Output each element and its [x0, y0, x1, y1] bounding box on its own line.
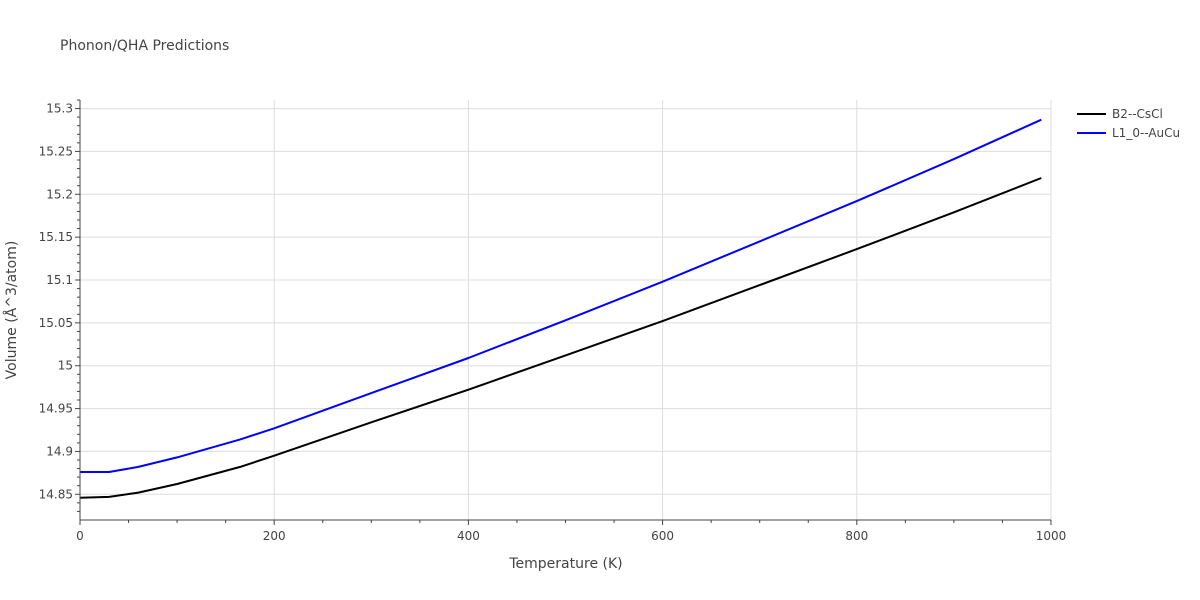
series-layer: [79, 118, 1042, 499]
y-tick-label: 15.05: [39, 316, 73, 330]
y-tick-label: 14.95: [39, 402, 73, 416]
series-line-0: [79, 177, 1042, 499]
x-axis-title: Temperature (K): [508, 556, 622, 572]
x-tick-label: 1000: [1036, 529, 1067, 543]
chart-title: Phonon/QHA Predictions: [60, 38, 229, 54]
legend-item-1[interactable]: L1_0--AuCu: [1077, 126, 1180, 140]
y-tick-label: 15.15: [39, 230, 73, 244]
series-line-1: [80, 118, 1042, 473]
y-tick-label: 14.85: [39, 487, 73, 501]
x-tick-label: 800: [845, 529, 868, 543]
legend-label: L1_0--AuCu: [1112, 126, 1180, 140]
legend-label: B2--CsCl: [1112, 107, 1163, 121]
x-tick-label: 0: [76, 529, 84, 543]
x-tick-label: 400: [457, 529, 480, 543]
legend: B2--CsCl L1_0--AuCu: [1077, 107, 1180, 140]
y-tick-label: 14.9: [46, 444, 73, 458]
y-tick-label: 15: [58, 359, 73, 373]
legend-item-0[interactable]: B2--CsCl: [1077, 107, 1163, 121]
tick-labels: 0 200 400 600 800 1000 14.85 14.9 14.95 15 15.05 15…: [39, 102, 1067, 543]
y-tick-label: 15.25: [39, 144, 73, 158]
x-tick-label: 200: [263, 529, 286, 543]
y-axis-title: Volume (Å^3/atom): [3, 241, 20, 380]
y-tick-label: 15.3: [46, 102, 73, 116]
grid: [80, 100, 1052, 520]
y-tick-label: 15.1: [46, 273, 73, 287]
x-tick-label: 600: [651, 529, 674, 543]
axes: [75, 99, 1052, 525]
y-tick-label: 15.2: [46, 187, 73, 201]
